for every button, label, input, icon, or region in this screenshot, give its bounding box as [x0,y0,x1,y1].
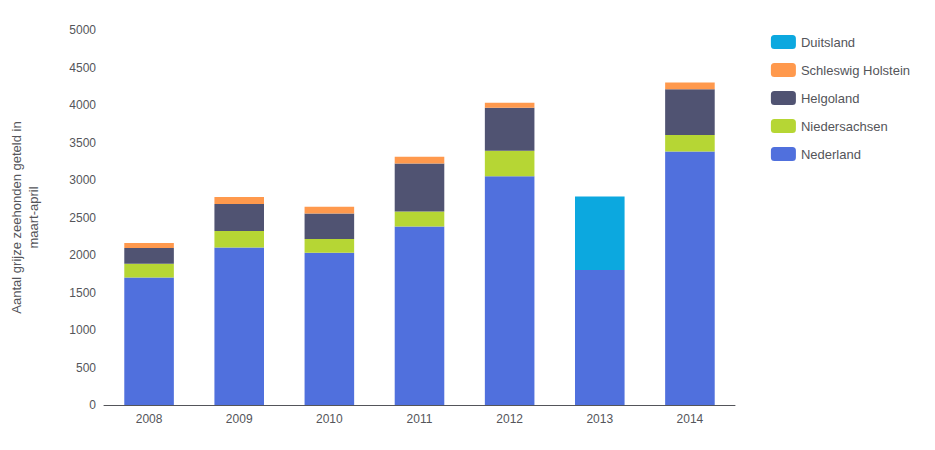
svg-text:Schleswig Holstein: Schleswig Holstein [801,63,910,78]
svg-text:Nederland: Nederland [801,147,861,162]
svg-text:Duitsland: Duitsland [801,35,855,50]
svg-text:3500: 3500 [69,136,96,150]
svg-text:2014: 2014 [677,412,704,426]
svg-text:2011: 2011 [407,412,433,426]
svg-text:Aantal grijze zeehonden geteld: Aantal grijze zeehonden geteld in [9,121,24,313]
svg-text:1000: 1000 [69,323,96,337]
svg-text:2010: 2010 [316,412,343,426]
svg-text:2500: 2500 [69,211,96,225]
svg-text:4000: 4000 [69,98,96,112]
svg-text:2009: 2009 [226,412,253,426]
svg-text:1500: 1500 [69,286,96,300]
svg-text:5000: 5000 [69,23,96,37]
svg-text:2000: 2000 [69,248,96,262]
svg-text:2008: 2008 [136,412,163,426]
svg-text:2013: 2013 [586,412,613,426]
svg-text:4500: 4500 [69,61,96,75]
svg-text:3000: 3000 [69,173,96,187]
svg-text:Niedersachsen: Niedersachsen [801,119,888,134]
svg-text:2012: 2012 [496,412,523,426]
svg-text:Helgoland: Helgoland [801,91,860,106]
svg-text:500: 500 [76,361,96,375]
svg-text:maart-april: maart-april [26,186,41,248]
svg-text:0: 0 [89,398,96,412]
